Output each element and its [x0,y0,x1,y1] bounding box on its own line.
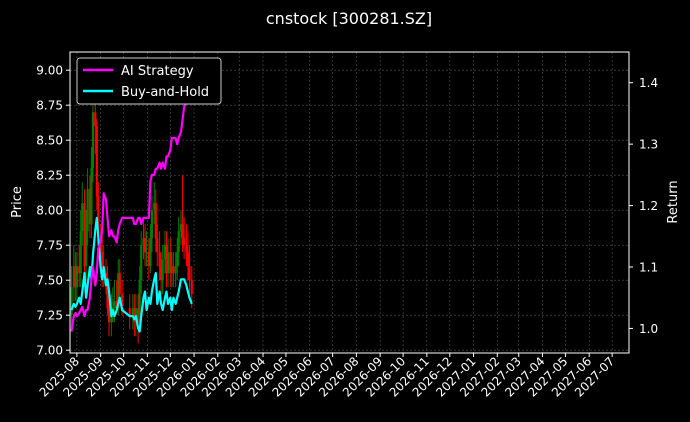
candle-body [72,266,75,288]
candle-body [70,287,73,316]
candle-body [99,245,102,253]
candle-body [181,224,184,239]
candle-body [88,189,92,225]
left-tick-label: 8.25 [36,169,63,183]
candle-body [90,168,93,225]
candle-body [117,273,120,309]
candle-body [169,252,172,274]
candle-body [133,308,136,323]
candle-body [188,266,191,281]
candle-body [113,301,116,309]
candle-body [138,280,141,323]
candle-body [190,280,193,295]
candle-body [161,259,164,281]
candle-body [137,308,140,323]
legend-label-ai-strategy: AI Strategy [121,64,194,79]
legend-label-buy-and-hold: Buy-and-Hold [121,85,209,100]
legend: AI Strategy Buy-and-Hold [76,57,222,105]
left-axis: 7.00 7.25 7.50 7.75 8.00 8.25 8.50 8.75 9.00 [36,64,70,358]
candle-body [145,252,148,253]
candle-body [176,252,179,267]
right-tick-label: 1.3 [639,138,658,152]
right-tick-label: 1.2 [639,199,658,213]
candle-body [128,308,131,316]
candle-body [86,189,89,232]
candle-body [163,245,167,260]
candle-body [165,245,168,274]
candle-body [149,238,152,267]
candle-body [83,203,86,267]
candle-body [140,245,143,281]
candle-body [153,203,156,211]
series-lines [70,70,193,333]
plot-frame [69,51,630,354]
candle-body [115,301,118,309]
candle-body [81,203,84,232]
candle-body [143,238,147,253]
candle-body [74,266,77,288]
left-tick-label: 8.50 [36,134,63,148]
candle-body [118,273,121,295]
candle-body [95,126,98,197]
left-axis-label: Price [10,186,25,218]
candle-body [120,294,124,309]
candle-body [84,231,88,267]
candle-body [186,252,190,267]
candle-body [150,210,154,239]
series-line-ai-strategy [70,70,193,332]
left-tick-label: 7.00 [36,344,63,358]
left-tick-label: 8.75 [36,99,63,113]
candle-body [79,231,82,274]
left-tick-label: 8.00 [36,204,63,218]
right-tick-label: 1.0 [639,322,658,336]
right-axis-label: Return [666,180,681,223]
candle-body [179,224,183,232]
left-tick-label: 7.50 [36,274,63,288]
candle-body [97,196,100,246]
candle-body [160,266,163,281]
candle-body [131,308,134,316]
candle-body [75,266,78,288]
candle-body [156,238,159,253]
candle-body [170,266,173,274]
candle-body [177,231,180,253]
candle-body [111,308,114,309]
candle-body [182,238,186,246]
candles [70,84,193,344]
candle-body [166,252,170,274]
candle-body [147,252,150,267]
right-tick-label: 1.4 [639,76,658,90]
candle-body [94,112,97,127]
candle-body [185,245,188,253]
candle-body [142,238,145,246]
candle-body [174,266,177,274]
candle-body [78,266,81,274]
candle-body [106,280,109,309]
candle-body [158,252,161,267]
candle-body [107,308,111,323]
left-tick-label: 7.75 [36,239,63,253]
series-line-buy-and-hold [70,216,193,333]
left-tick-label: 9.00 [36,64,63,78]
candle-body [91,112,95,169]
right-axis: 1.0 1.1 1.2 1.3 1.4 [629,76,658,336]
right-tick-label: 1.1 [639,261,658,275]
chart-title: cnstock [300281.SZ] [266,9,432,28]
left-tick-label: 7.25 [36,309,63,323]
candle-body [172,266,175,274]
candle-body [154,203,157,239]
candle-body [101,252,104,274]
